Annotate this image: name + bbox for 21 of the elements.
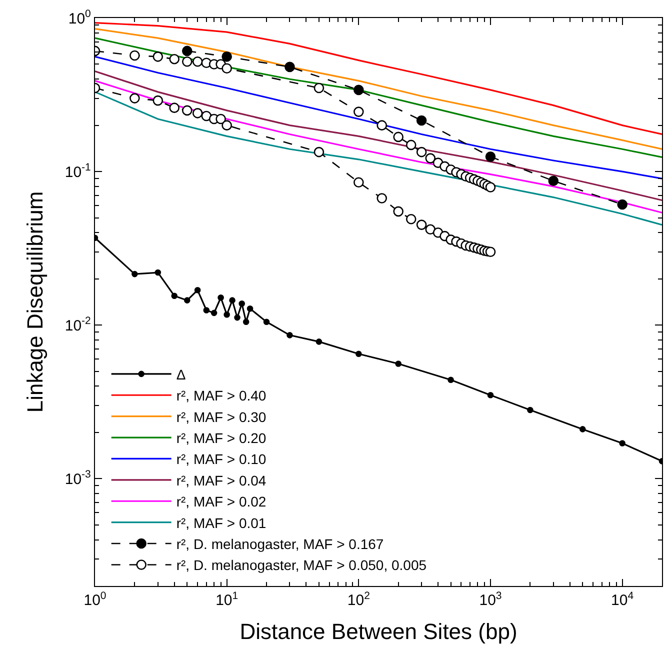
legend-label: r², MAF > 0.30 <box>176 408 266 425</box>
y-tick-label: 10$^{-2}$ <box>64 315 92 334</box>
legend-label: r², MAF > 0.02 <box>176 494 266 510</box>
x-axis-title: Distance Between Sites (bp) <box>240 619 518 644</box>
x-tick-label: 10$^{3}$ <box>479 590 502 610</box>
legend-label: r², MAF > 0.10 <box>176 451 266 468</box>
legend-label: r², D. melanogaster, MAF > 0.050, 0.005 <box>176 557 427 574</box>
legend-label: r², MAF > 0.40 <box>176 388 266 404</box>
legend-label: Δ <box>176 366 186 382</box>
y-tick-label: 10$^{-3}$ <box>64 468 92 488</box>
legend-label: r², MAF > 0.01 <box>176 514 266 531</box>
y-tick-label: 10$^{0}$ <box>68 8 92 28</box>
x-tick-label: 10$^{0}$ <box>84 590 106 610</box>
y-axis-title: Linkage Disequilibrium <box>22 191 48 413</box>
x-tick-label: 10$^{1}$ <box>216 590 238 610</box>
legend-label: r², D. melanogaster, MAF > 0.167 <box>176 536 384 552</box>
legend-label: r², MAF > 0.20 <box>176 430 266 446</box>
x-tick-label: 10$^{4}$ <box>611 590 634 610</box>
legend-label: r², MAF > 0.04 <box>176 472 266 488</box>
x-tick-label: 10$^{2}$ <box>347 590 370 610</box>
y-tick-label: 10$^{-1}$ <box>64 162 92 181</box>
